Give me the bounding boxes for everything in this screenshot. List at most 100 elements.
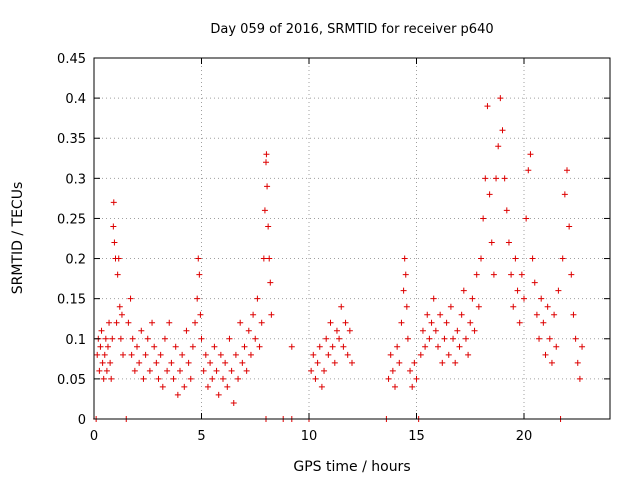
data-point	[401, 255, 408, 262]
data-point	[252, 335, 259, 342]
data-point	[250, 311, 257, 318]
data-point	[142, 351, 149, 358]
y-tick-label: 0.25	[57, 212, 86, 227]
data-point	[245, 327, 252, 334]
data-point	[144, 335, 151, 342]
data-point	[146, 367, 153, 374]
data-point	[566, 223, 573, 230]
data-point	[523, 215, 530, 222]
data-point	[118, 311, 125, 318]
data-point	[202, 351, 209, 358]
data-point	[174, 391, 181, 398]
data-point	[113, 319, 120, 326]
data-point	[417, 351, 424, 358]
data-point	[183, 327, 190, 334]
x-tick-label: 0	[90, 429, 98, 444]
data-point	[462, 335, 469, 342]
data-points	[93, 95, 586, 422]
y-axis-label: SRMTID / TECUs	[10, 182, 26, 295]
data-point	[544, 303, 551, 310]
data-point	[127, 295, 134, 302]
data-point	[194, 295, 201, 302]
data-point	[312, 375, 319, 382]
data-point	[168, 359, 175, 366]
data-point	[288, 343, 295, 350]
data-point	[325, 351, 332, 358]
data-point	[106, 319, 113, 326]
data-point	[140, 375, 147, 382]
data-point	[134, 343, 140, 350]
data-point	[435, 343, 441, 350]
data-point	[342, 319, 349, 326]
x-axis: 0 5 10 15 20	[90, 58, 532, 444]
data-point	[116, 303, 123, 310]
data-point	[392, 383, 398, 390]
data-point	[94, 351, 101, 358]
data-point	[349, 359, 355, 366]
data-point	[215, 391, 222, 398]
data-point	[568, 271, 575, 278]
y-tick-label: 0.4	[65, 92, 86, 107]
data-point	[98, 327, 105, 334]
data-point	[467, 319, 474, 326]
data-point	[177, 367, 183, 374]
data-point	[318, 383, 325, 390]
data-point	[196, 271, 203, 278]
data-point	[495, 143, 502, 150]
data-point	[503, 207, 510, 214]
data-point	[207, 359, 214, 366]
data-point	[181, 383, 188, 390]
data-point	[555, 287, 562, 294]
data-point	[521, 295, 527, 302]
data-point	[235, 375, 242, 382]
data-point	[172, 343, 179, 350]
data-point	[548, 359, 555, 366]
data-point	[101, 351, 108, 358]
data-point	[157, 351, 164, 358]
data-point	[222, 359, 229, 366]
data-point	[387, 351, 394, 358]
data-point	[310, 351, 317, 358]
data-point	[396, 359, 403, 366]
data-point	[200, 367, 207, 374]
data-point	[400, 287, 407, 294]
data-point	[493, 175, 500, 182]
chart-title: Day 059 of 2016, SRMTID for receiver p64…	[210, 22, 493, 37]
data-point	[538, 295, 545, 302]
data-point	[185, 359, 192, 366]
data-point	[266, 255, 273, 262]
data-point	[99, 359, 106, 366]
data-point	[331, 359, 338, 366]
data-point	[508, 271, 515, 278]
data-point	[426, 335, 433, 342]
data-point	[346, 327, 353, 334]
data-point	[333, 327, 340, 334]
data-point	[264, 183, 271, 190]
data-point	[564, 167, 570, 174]
data-point	[164, 367, 171, 374]
data-point	[559, 255, 566, 262]
x-axis-label: GPS time / hours	[293, 459, 410, 475]
grid	[94, 58, 610, 419]
data-point	[531, 279, 538, 286]
data-point	[247, 351, 254, 358]
data-point	[533, 311, 540, 318]
data-point	[327, 319, 334, 326]
data-point	[256, 343, 263, 350]
data-point	[263, 159, 269, 166]
data-point	[484, 103, 491, 110]
y-tick-label: 0	[78, 413, 86, 428]
data-point	[579, 343, 586, 350]
data-point	[465, 351, 472, 358]
data-point	[445, 351, 452, 358]
data-point	[110, 223, 117, 230]
y-tick-label: 0.2	[65, 253, 86, 268]
data-point	[211, 343, 218, 350]
data-point	[267, 279, 274, 286]
data-point	[572, 335, 579, 342]
data-point	[131, 367, 138, 374]
data-point	[179, 351, 186, 358]
data-point	[316, 343, 323, 350]
data-point	[419, 327, 426, 334]
